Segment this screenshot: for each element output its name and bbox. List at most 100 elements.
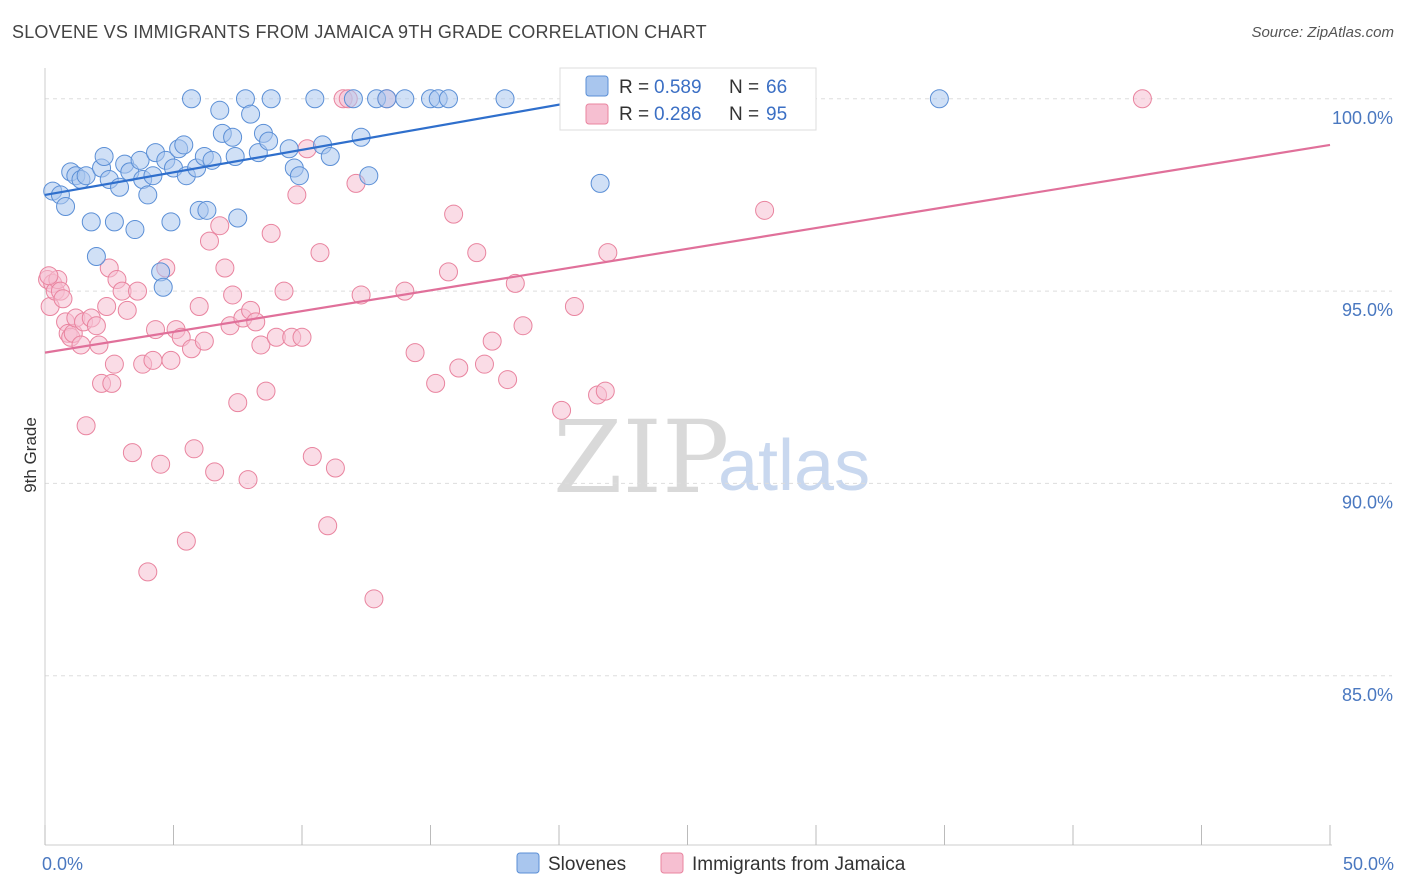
stats-legend: R = 0.589 N = 66 R = 0.286 N = 95 (559, 67, 817, 131)
jamaica-point-94 (39, 266, 59, 286)
y-tick-label-3: 85.0% (1342, 685, 1393, 705)
legend-n-label-1: N = (729, 77, 759, 98)
x-tick-labels: 0.0% 50.0% (42, 854, 1394, 874)
slovene-point-10 (94, 146, 114, 166)
slovene-point-36 (210, 100, 230, 120)
slovene-point-42 (241, 104, 261, 124)
jamaica-point-39 (184, 439, 204, 459)
y-axis-label: 9th Grade (21, 417, 40, 493)
slovene-point-8 (86, 246, 106, 266)
jamaica-point-47 (223, 285, 243, 305)
jamaica-point-69 (351, 285, 371, 305)
chart-source: Source: ZipAtlas.com (1251, 24, 1394, 41)
jamaica-point-79 (474, 354, 494, 374)
jamaica-point-65 (325, 458, 345, 478)
jamaica-point-73 (405, 343, 425, 363)
legend-n-label-2: N = (729, 104, 759, 125)
jamaica-point-60 (292, 327, 312, 347)
slovene-point-17 (130, 150, 150, 170)
jamaica-point-14 (76, 416, 96, 436)
jamaica-point-81 (498, 370, 518, 390)
jamaica-point-59 (287, 185, 307, 205)
slovene-point-7 (81, 212, 101, 232)
slovene-point-58 (395, 89, 415, 109)
legend-n-value-2: 95 (766, 104, 787, 125)
slovene-point-40 (228, 208, 248, 228)
bottom-legend-swatch-jamaica[interactable] (660, 852, 684, 874)
jamaica-point-62 (302, 447, 322, 466)
jamaica-point-78 (467, 243, 487, 263)
jamaica-point-83 (513, 316, 533, 336)
slovene-point-53 (343, 89, 363, 109)
slovene-point-23 (153, 277, 173, 297)
jamaica-point-32 (151, 454, 171, 474)
jamaica-point-55 (261, 223, 281, 243)
jamaica-point-25 (117, 300, 137, 320)
slovene-point-45 (259, 131, 279, 151)
jamaica-point-52 (246, 312, 266, 332)
slovene-point-57 (377, 89, 397, 109)
chart-title: SLOVENE VS IMMIGRANTS FROM JAMAICA 9TH G… (12, 22, 707, 42)
slovene-point-52 (320, 146, 340, 166)
jamaica-point-72 (395, 281, 415, 301)
jamaica-point-37 (176, 531, 196, 551)
jamaica-point-42 (199, 231, 219, 251)
slovene-point-25 (161, 212, 181, 232)
x-tick-label-0: 0.0% (42, 854, 83, 874)
bottom-legend-label-slovenes[interactable]: Slovenes (548, 854, 626, 875)
slovene-trend-line (44, 89, 637, 197)
y-tick-label-2: 90.0% (1342, 492, 1393, 512)
jamaica-point-87 (595, 381, 615, 401)
legend-n-value-1: 66 (766, 77, 787, 98)
bottom-legend-swatch-slovenes[interactable] (516, 852, 540, 874)
slovene-point-62 (495, 89, 515, 109)
x-tick-label-1: 50.0% (1343, 854, 1394, 874)
jamaica-point-40 (189, 296, 209, 316)
slovene-point-28 (174, 135, 194, 155)
trend-lines (44, 89, 1331, 354)
slovene-point-19 (138, 185, 158, 205)
legend-r-value-2: 0.286 (654, 104, 702, 125)
bottom-legend-label-jamaica[interactable]: Immigrants from Jamaica (692, 854, 906, 875)
slovene-point-2 (56, 196, 76, 216)
slovene-point-6 (76, 166, 96, 186)
jamaica-point-29 (138, 562, 158, 582)
jamaica-point-64 (318, 516, 338, 536)
jamaica-point-93 (1132, 89, 1152, 109)
jamaica-point-48 (228, 393, 248, 413)
jamaica-point-88 (598, 243, 618, 263)
watermark-atlas: atlas (718, 426, 870, 506)
jamaica-point-6 (53, 289, 73, 309)
jamaica-point-34 (161, 350, 181, 370)
jamaica-point-82 (505, 273, 525, 293)
jamaica-point-50 (238, 470, 258, 490)
slovene-point-47 (279, 139, 299, 159)
jamaica-point-26 (122, 443, 142, 463)
jamaica-point-41 (194, 331, 214, 351)
slovene-point-49 (289, 166, 309, 186)
legend-r-value-1: 0.589 (654, 77, 702, 98)
jamaica-point-54 (256, 381, 276, 401)
jamaica-point-70 (364, 589, 384, 609)
jamaica-point-22 (104, 354, 124, 374)
jamaica-point-45 (215, 258, 235, 278)
jamaica-point-74 (426, 373, 446, 393)
gridlines (45, 98, 1392, 677)
slovene-point-50 (305, 89, 325, 109)
jamaica-point-80 (482, 331, 502, 351)
jamaica-point-77 (449, 358, 469, 378)
jamaica-point-27 (128, 281, 148, 301)
slovene-point-16 (125, 220, 145, 240)
legend-swatch-slovenes (585, 75, 609, 97)
jamaica-point-84 (552, 400, 572, 420)
axes (44, 68, 1332, 846)
slovene-point-55 (359, 166, 379, 186)
slovene-point-46 (261, 89, 281, 109)
jamaica-point-63 (310, 243, 330, 263)
slovene-point-12 (104, 212, 124, 232)
legend-swatch-jamaica (585, 103, 609, 125)
jamaica-point-92 (755, 200, 775, 220)
jamaica-point-75 (438, 262, 458, 282)
jamaica-point-44 (210, 216, 230, 236)
